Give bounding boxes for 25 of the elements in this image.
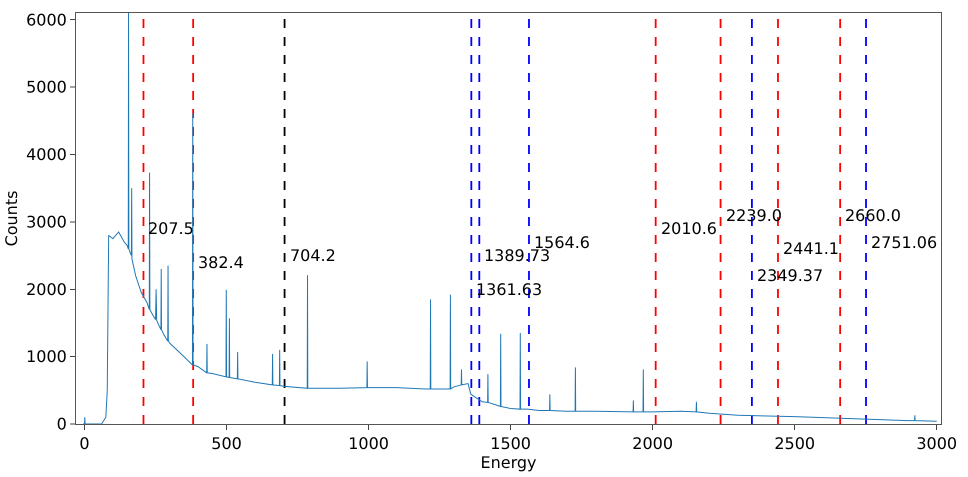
y-axis-title: Counts	[2, 190, 21, 246]
x-tick-label: 500	[211, 434, 242, 454]
annotation: 2239.0	[726, 206, 782, 225]
y-tick-label: 3000	[26, 212, 67, 232]
x-tick-label: 1000	[348, 434, 389, 454]
x-tick-label: 1500	[490, 434, 531, 454]
x-tick-label: 3000	[916, 434, 958, 454]
annotation: 1361.63	[476, 280, 542, 299]
x-tick-label: 2500	[774, 434, 816, 454]
y-tick-label: 1000	[26, 347, 67, 366]
y-tick-label: 2000	[26, 280, 67, 299]
line-series	[82, 13, 938, 424]
x-tick-label: 2000	[632, 434, 674, 454]
annotation: 2441.1	[783, 239, 839, 258]
annotation: 2751.06	[871, 233, 938, 252]
annotation: 704.2	[290, 246, 336, 265]
y-tick-label: 6000	[26, 10, 67, 30]
annotation: 2660.0	[845, 206, 901, 225]
annotation: 2010.6	[661, 219, 717, 238]
annotation: 382.4	[198, 253, 244, 272]
y-tick-label: 5000	[26, 78, 67, 97]
x-tick-label: 0	[79, 434, 90, 454]
y-tick-label: 4000	[26, 145, 67, 164]
x-axis-title: Energy	[480, 453, 537, 472]
y-tick-label: 0	[56, 414, 67, 434]
